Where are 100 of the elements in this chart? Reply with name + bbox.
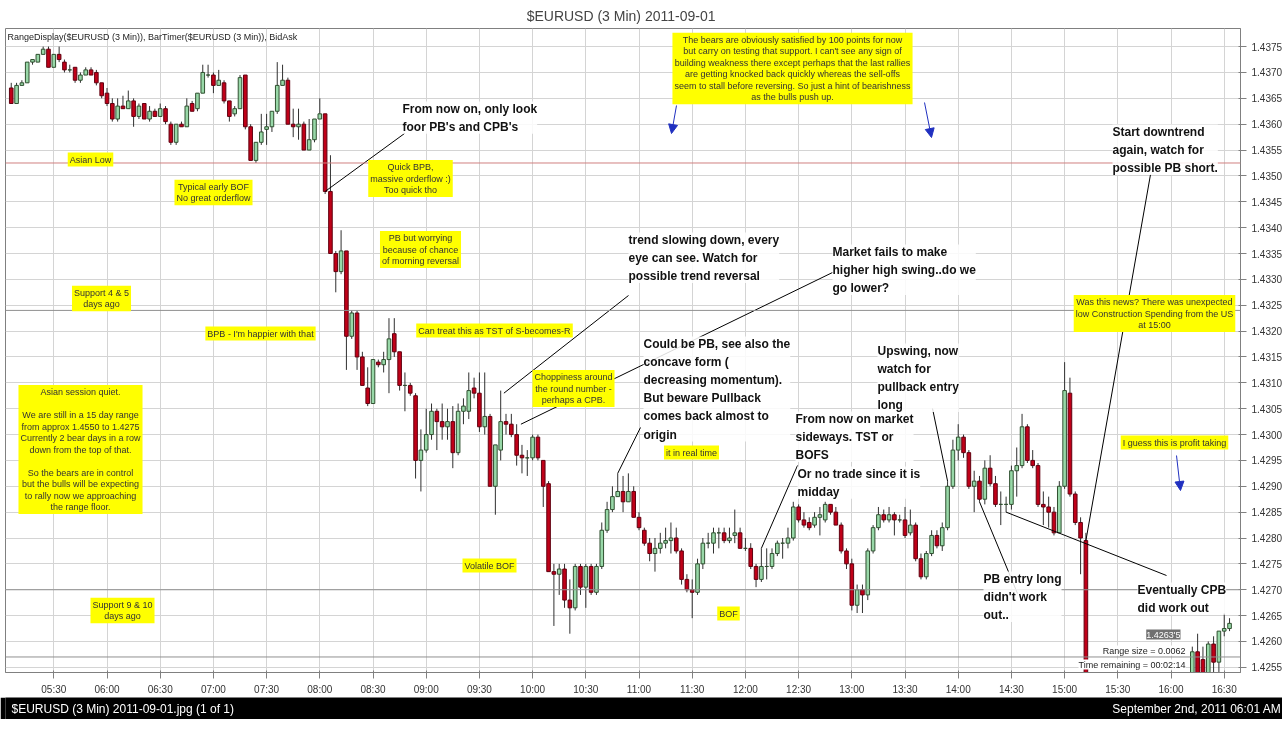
y-tick-label: 1.4295 [1251,455,1282,467]
x-tick-label: 16:30 [1211,683,1238,695]
candlestick [854,584,860,614]
x-tick-label: 09:00 [413,683,440,695]
annotation: PB entry long didn't work out.. [983,571,1062,622]
y-tick-label: 1.4300 [1251,429,1282,441]
candlestick [56,46,62,63]
y-tick-label: 1.4370 [1251,67,1282,79]
x-tick-label: 15:30 [1105,683,1131,695]
annotation: Eventually CPB did work out [1137,582,1227,615]
candlestick [482,371,488,436]
x-tick-label: 11:00 [626,683,652,695]
x-tick-label: 12:30 [786,683,812,695]
candlestick [934,529,940,549]
candlestick [556,563,562,596]
annotation: I guess this is profit taking [1122,437,1227,448]
y-tick-label: 1.4290 [1251,481,1282,493]
text: Asian session quiet. We are still in a 15 day range from approx 1.4550 to 1.4275 Currently 2 bear days in a row down from the top of that. So the bears are in control but the bulls will be expecting to rally now we approaching the range floor. [20,387,141,512]
candlestick [620,475,626,513]
y-tick-label: 1.4285 [1251,507,1282,519]
y-tick-label: 1.4265 [1251,610,1282,622]
annotation: Typical early BOF No great orderflow [176,181,252,204]
x-tick-label: 16:00 [1158,683,1184,695]
y-tick-label: 1.4325 [1251,300,1282,312]
annotation: Time remaining = 00:02:14 [1078,659,1186,670]
annotation: Upswing, now watch for pullback entry long [876,343,960,413]
annotation: From now on market sideways. TST or BOFS [795,411,914,462]
candlestick [120,95,126,110]
candlestick [349,309,355,340]
x-tick-label: 12:00 [732,683,759,695]
candlestick [163,105,168,125]
candlestick [168,121,174,146]
y-tick-label: 1.4330 [1251,274,1282,286]
chart-title: $EURUSD (3 Min) 2011-09-01 [526,7,716,24]
x-tick-label: 13:00 [839,683,865,695]
candlestick [125,90,131,110]
annotation: The bears are obviously satisfied by 100 points for now but carry on testing that support. I can't see any sign of building weakness there except perhaps that the last rallies are getting knocked back quickly whereas the sell-offs seem to stall before reversing. So just a hint of bearishness as the bulls push up. [674,34,912,103]
candlestick [626,472,631,503]
annotation: Or no trade since it is midday [797,466,921,499]
x-tick-label: 08:30 [360,683,386,695]
text: September 2nd, 2011 06:01 AM [1112,701,1281,716]
x-tick-label: 15:00 [1052,683,1078,695]
candlestick [732,509,738,544]
y-tick-label: 1.4375 [1251,41,1282,53]
x-tick-label: 05:30 [41,683,67,695]
y-tick-label: 1.4315 [1251,351,1282,363]
y-tick-label: 1.4320 [1251,326,1282,338]
annotation: Volatile BOF [464,560,516,571]
candlestick [365,366,370,407]
y-tick-label: 1.4335 [1251,248,1282,260]
candlestick [131,97,136,128]
annotation: Choppiness around the round number - perhaps a CPB. [534,372,613,405]
candlestick [583,563,589,609]
annotation: Could be PB, see also the concave form ( decreasing momentum). But beware Pullback comes back almost to origin [643,336,791,442]
y-tick-label: 1.4340 [1251,222,1282,234]
candlestick [737,527,743,549]
annotation: 1.4263'5 [1146,629,1181,640]
x-tick-label: 14:30 [998,683,1025,695]
candlestick [886,506,892,523]
y-tick-label: 1.4255 [1251,662,1282,674]
candlestick [1190,646,1195,673]
annotation: trend slowing down, every eye can see. Watch for possible trend reversal [628,232,780,283]
x-tick-label: 10:00 [520,683,546,695]
x-tick-label: 14:00 [945,683,972,695]
annotation: From now on, only look foor PB's and CPB's [402,101,538,134]
ref-line-label: Support 4 & 5 days ago [73,287,130,310]
candlestick [892,511,897,536]
candlestick [445,408,450,441]
candlestick [184,97,190,128]
candlestick [902,506,908,539]
candlestick [908,509,913,536]
candlestick [211,71,216,94]
candlestick [759,547,764,583]
annotation: Range size = 0.0062 [1102,645,1186,656]
candlestick [8,82,14,104]
candlestick [46,46,51,68]
candlestick [689,578,695,619]
x-tick-label: 06:00 [94,683,120,695]
y-tick-label: 1.4365 [1251,93,1282,105]
y-tick-label: 1.4260 [1251,636,1282,648]
x-tick-label: 11:30 [680,683,705,695]
candlestick [115,97,120,123]
y-tick-label: 1.4305 [1251,403,1282,415]
x-tick-label: 07:30 [254,683,280,695]
annotation: Start downtrend again, watch for possible PB short. [1112,124,1218,175]
annotation: it in real time [665,447,718,458]
y-tick-label: 1.4310 [1251,377,1282,389]
y-tick-label: 1.4355 [1251,145,1282,157]
annotation: Quick BPB, massive orderflow :) Too quick tho [370,162,451,195]
candlestick [535,434,541,461]
candlestick [977,475,982,503]
annotation: PB but worrying because of chance of morning reversal [381,233,460,266]
y-tick-label: 1.4360 [1251,119,1282,131]
y-tick-label: 1.4280 [1251,533,1282,545]
candlestick [971,470,977,513]
annotation: BPB - I'm happier with that [207,328,315,339]
annotation: BOF [719,608,739,619]
annotation: Was this news? There was unexpected low Construction Spending from the US at 15:00 [1075,297,1234,330]
y-tick-label: 1.4345 [1251,196,1282,208]
ref-line-label: Support 9 & 10 days ago [92,599,153,622]
